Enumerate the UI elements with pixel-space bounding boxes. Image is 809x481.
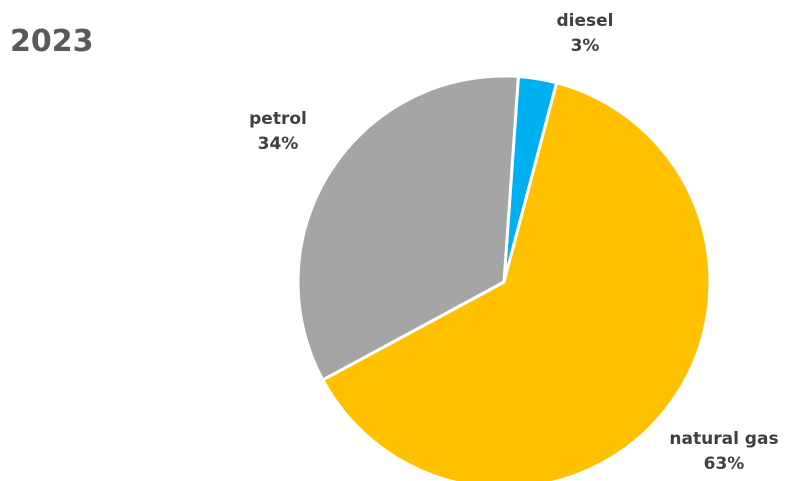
slice-label-petrol: petrol: [249, 109, 307, 129]
slice-label-diesel: diesel: [556, 11, 613, 31]
slice-value-diesel: 3%: [571, 36, 600, 56]
chart-title: 2023: [10, 24, 94, 59]
slice-value-natural-gas: 63%: [704, 454, 745, 474]
slice-label-natural-gas: natural gas: [669, 429, 778, 449]
pie-labels: diesel 3% natural gas 63% petrol 34%: [249, 11, 778, 474]
pie-slices: [296, 74, 712, 481]
slice-value-petrol: 34%: [258, 134, 299, 154]
pie-slice-petrol: [296, 74, 520, 382]
pie-slice-natural-gas: [321, 81, 712, 481]
